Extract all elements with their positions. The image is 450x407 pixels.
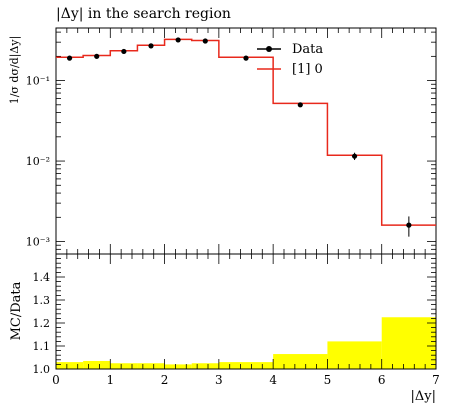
x-tick-label: 0 (52, 373, 60, 387)
data-point (94, 53, 100, 59)
ratio-y-tick-label: 1.0 (33, 363, 51, 376)
data-point (297, 102, 303, 108)
data-point (66, 55, 73, 61)
data-point (202, 38, 208, 44)
ratio-plot-frame (55, 253, 437, 370)
ratio-band-bin (137, 363, 165, 369)
x-tick-label: 3 (215, 373, 223, 387)
ratio-band-bin (56, 362, 84, 369)
ratio-y-tick-label: 1.4 (33, 271, 51, 284)
x-tick-label: 1 (106, 373, 114, 387)
ratio-y-tick-label: 1.1 (33, 340, 51, 353)
ratio-y-axis-label-text: MC/Data (9, 281, 24, 340)
legend-item-data: Data (257, 42, 323, 57)
legend: Data [1] 0 (257, 42, 323, 77)
main-panel: 10⁻³ 10⁻² 10⁻¹ 1/σ dσ/d|Δy| (8, 27, 437, 255)
ratio-band-bin (164, 364, 192, 369)
ratio-band-bin (327, 341, 382, 369)
x-tick-label: 6 (378, 373, 386, 387)
x-axis-label: |Δy| (411, 389, 437, 404)
ratio-y-tick-label: 1.2 (33, 317, 51, 330)
ratio-band-bin (381, 317, 436, 369)
ratio-band-bin (83, 360, 111, 369)
ratio-band-bin (191, 363, 219, 369)
ratio-y-axis-label: MC/Data (9, 281, 24, 340)
ratio-band-bin (218, 362, 274, 369)
ratio-band-bin (110, 363, 138, 369)
data-point (121, 48, 127, 55)
data-point (148, 43, 154, 49)
main-plot-frame (55, 27, 437, 255)
legend-item-mc: [1] 0 (257, 62, 323, 77)
x-tick-label: 4 (269, 373, 277, 387)
chart-title: |Δy| in the search region (56, 6, 231, 22)
y-tick-label: 10⁻² (26, 155, 50, 168)
x-tick-label: 5 (324, 373, 332, 387)
ratio-panel: 1.0 1.1 1.2 1.3 1.4 0 1 2 3 4 5 6 7 MC/Data |Δy| (9, 253, 440, 404)
y-tick-label: 10⁻³ (26, 236, 50, 249)
legend-label-mc: [1] 0 (292, 62, 323, 77)
data-point (406, 222, 412, 228)
y-axis-label-text: 1/σ dσ/d|Δy| (8, 36, 22, 105)
legend-label-data: Data (292, 42, 323, 57)
ratio-y-tick-label: 1.3 (33, 294, 51, 307)
mc-step-line (56, 38, 436, 226)
data-point (243, 55, 249, 61)
y-tick-label: 10⁻¹ (26, 75, 50, 88)
main-y-axis-label: 1/σ dσ/d|Δy| (8, 36, 22, 105)
data-point (351, 153, 358, 159)
data-point (175, 37, 181, 43)
x-tick-label: 7 (432, 373, 440, 387)
x-tick-label: 2 (161, 373, 169, 387)
ratio-band-bin (273, 354, 328, 369)
